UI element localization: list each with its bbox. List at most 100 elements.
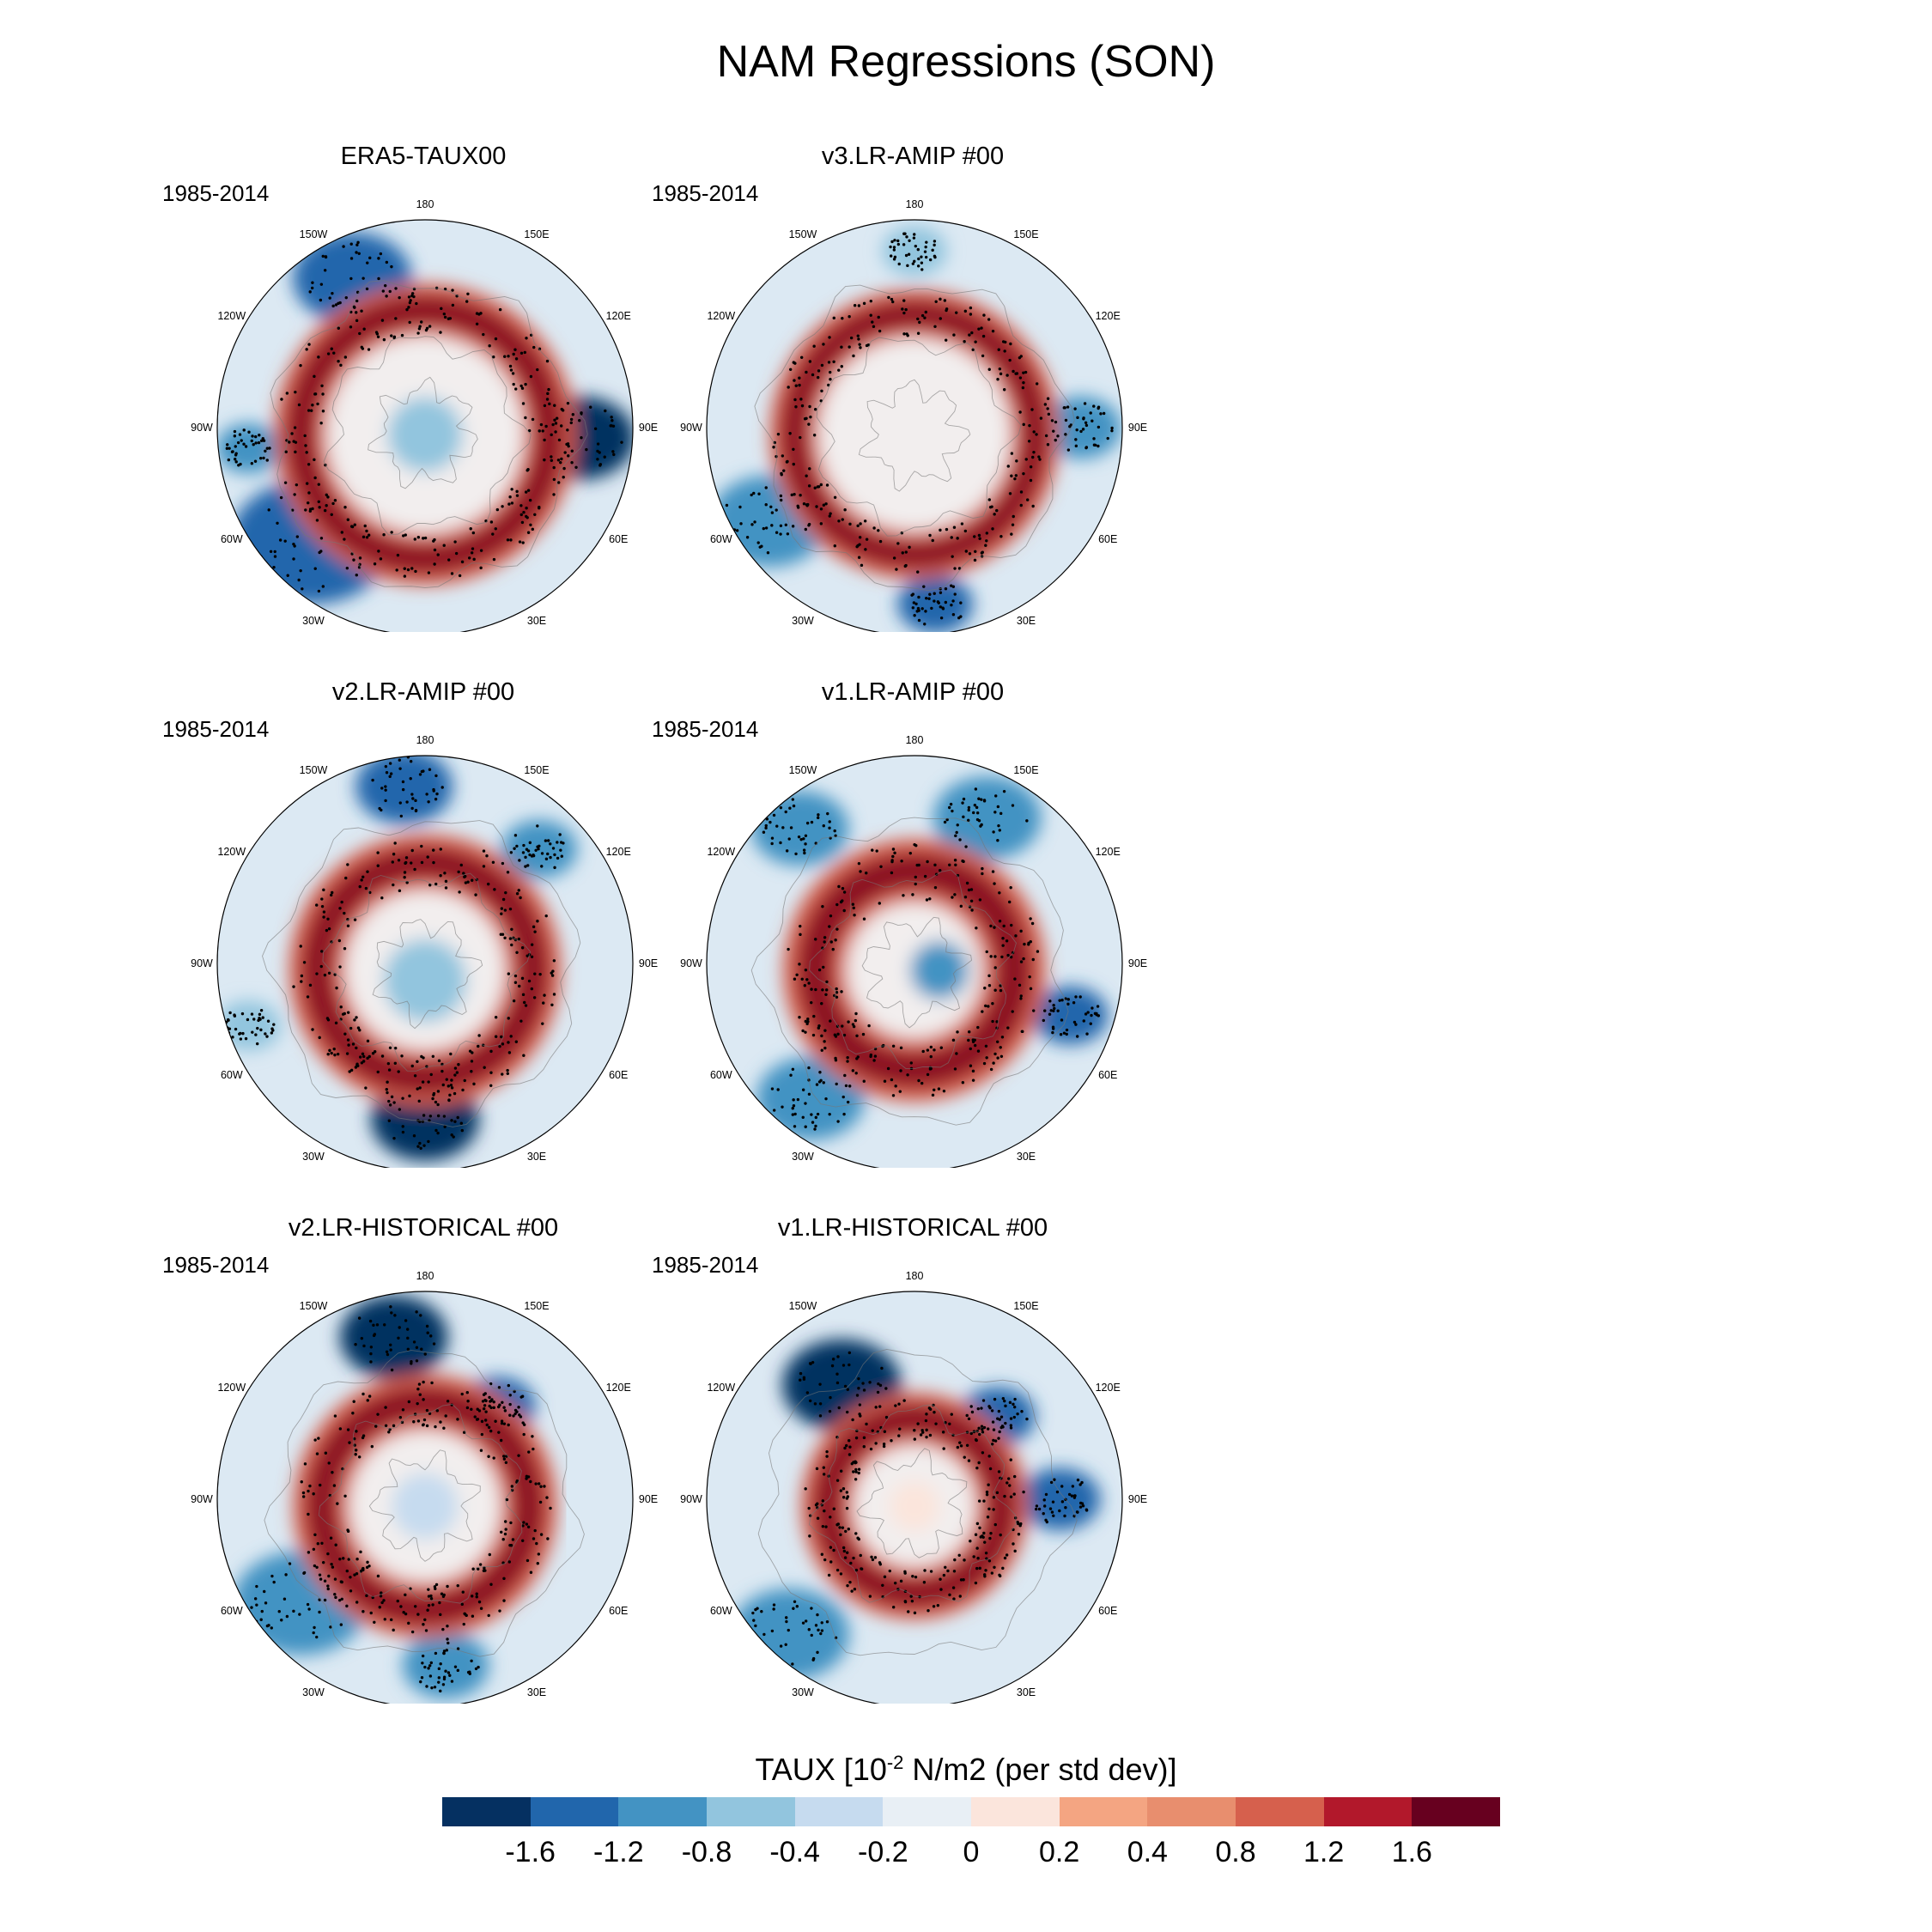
longitude-label: 180 xyxy=(416,734,434,746)
longitude-label: 150W xyxy=(300,1300,328,1312)
colorbar-tick-label: 1.6 xyxy=(1391,1836,1432,1868)
colorbar-tick-label: -1.2 xyxy=(593,1836,644,1868)
significance-stippling xyxy=(723,232,1114,626)
colorbar xyxy=(442,1797,1501,1826)
longitude-label: 120W xyxy=(707,1382,735,1394)
negative-anomaly xyxy=(217,423,282,474)
longitude-label: 90W xyxy=(191,957,213,969)
colorbar-box xyxy=(707,1797,795,1826)
longitude-label: 120W xyxy=(217,846,246,858)
longitude-label: 150W xyxy=(789,764,817,776)
longitude-label: 150W xyxy=(300,764,328,776)
longitude-label: 60W xyxy=(710,1605,732,1617)
map-boundary xyxy=(216,219,634,632)
positive-anomaly-core xyxy=(305,1386,545,1626)
colorbar-tick-label: 0.8 xyxy=(1215,1836,1256,1868)
longitude-label: 30E xyxy=(1017,1151,1036,1163)
longitude-label: 150E xyxy=(1013,228,1038,240)
longitude-label: 120E xyxy=(606,846,631,858)
longitude-label: 150E xyxy=(1013,764,1038,776)
longitude-label: 30W xyxy=(302,615,325,627)
longitude-label: 60E xyxy=(1098,1069,1117,1081)
longitude-label: 150W xyxy=(789,228,817,240)
panel-title: v2.LR-HISTORICAL #00 xyxy=(288,1214,559,1242)
negative-anomaly xyxy=(1019,1467,1101,1531)
map-panel: ERA5-TAUX00 1985-2014 180 150E 120E 90E 60E 30E… xyxy=(123,143,724,632)
significance-stippling xyxy=(250,1305,552,1693)
longitude-label: 60W xyxy=(221,533,243,545)
colorbar-box xyxy=(883,1797,972,1826)
colorbar-box xyxy=(794,1797,884,1826)
longitude-label: 120W xyxy=(707,310,735,322)
map-boundary xyxy=(216,1291,634,1704)
negative-anomaly xyxy=(217,1000,282,1051)
colorbar-tick-label: 0 xyxy=(963,1836,980,1868)
map-panel: v2.LR-HISTORICAL #00 1985-2014 180 150E 120E… xyxy=(123,1214,724,1704)
longitude-label: 60E xyxy=(1098,1605,1117,1617)
coastlines xyxy=(270,280,588,588)
negative-anomaly xyxy=(339,1295,448,1379)
longitude-label: 90E xyxy=(639,422,658,434)
longitude-label: 30E xyxy=(1017,1686,1036,1698)
longitude-label: 60E xyxy=(609,1605,628,1617)
longitude-label: 180 xyxy=(906,734,924,746)
colorbar-box xyxy=(1147,1797,1236,1826)
longitude-label: 120E xyxy=(606,1382,631,1394)
longitude-label: 120W xyxy=(707,846,735,858)
longitude-label: 90W xyxy=(680,957,702,969)
period-label: 1985-2014 xyxy=(162,180,270,206)
longitude-label: 90W xyxy=(191,1493,213,1505)
period-label: 1985-2014 xyxy=(652,1252,759,1278)
longitude-label: 120E xyxy=(606,310,631,322)
longitude-label: 30W xyxy=(302,1151,325,1163)
longitude-label: 120E xyxy=(1096,1382,1121,1394)
longitude-label: 90E xyxy=(639,1493,658,1505)
longitude-label: 60W xyxy=(221,1605,243,1617)
longitude-label: 60E xyxy=(609,533,628,545)
longitude-label: 150E xyxy=(524,228,549,240)
longitude-label: 150E xyxy=(524,1300,549,1312)
coastlines xyxy=(750,817,1069,1126)
longitude-label: 90W xyxy=(680,1493,702,1505)
colorbar-box xyxy=(1059,1797,1148,1826)
longitude-label: 120W xyxy=(217,310,246,322)
colorbar-box xyxy=(1412,1797,1501,1826)
polar-map: 180150E120E90E60E30E030W60W90W120W150W xyxy=(680,734,1147,1168)
period-label: 1985-2014 xyxy=(162,1252,270,1278)
period-label: 1985-2014 xyxy=(652,716,759,742)
significance-stippling xyxy=(745,1351,1089,1666)
longitude-label: 60E xyxy=(609,1069,628,1081)
colorbar-tick-label: 0.2 xyxy=(1039,1836,1080,1868)
colorbar-box xyxy=(530,1797,619,1826)
panel-title: v2.LR-AMIP #00 xyxy=(331,678,515,706)
longitude-label: 30E xyxy=(527,615,546,627)
positive-anomaly-core xyxy=(797,853,1032,1088)
polar-map: 180150E120E90E60E30E030W60W90W120W150W xyxy=(680,1270,1147,1704)
longitude-label: 90E xyxy=(1128,957,1147,969)
colorbar-title: TAUX [10-2 N/m2 (per std dev)] xyxy=(755,1752,1177,1787)
polar-map: 180150E120E90E60E30E030W60W90W120W150W xyxy=(191,734,658,1168)
colorbar-box xyxy=(618,1797,708,1826)
longitude-label: 30W xyxy=(792,615,814,627)
longitude-label: 30W xyxy=(792,1686,814,1698)
significance-stippling xyxy=(762,787,1101,1131)
longitude-label: 30E xyxy=(1017,615,1036,627)
longitude-label: 150E xyxy=(524,764,549,776)
longitude-label: 60E xyxy=(1098,533,1117,545)
polar-map: 180150E120E90E60E30E030W60W90W120W150W xyxy=(191,198,658,632)
polar-map: 180150E120E90E60E30E030W60W90W120W150W xyxy=(680,198,1147,632)
longitude-label: 150E xyxy=(1013,1300,1038,1312)
panel-title: v1.LR-AMIP #00 xyxy=(821,678,1005,706)
longitude-label: 30W xyxy=(302,1686,325,1698)
colorbar-box xyxy=(971,1797,1060,1826)
significance-stippling xyxy=(225,240,623,593)
map-boundary xyxy=(706,1291,1123,1704)
colorbar-tick-label: 1.2 xyxy=(1303,1836,1345,1868)
period-label: 1985-2014 xyxy=(162,716,270,742)
positive-anomaly-core xyxy=(301,847,549,1094)
longitude-label: 90E xyxy=(1128,422,1147,434)
negative-anomaly xyxy=(355,756,453,824)
positive-anomaly-core xyxy=(285,295,565,574)
colorbar-box xyxy=(442,1797,531,1826)
coastlines xyxy=(264,1350,585,1657)
